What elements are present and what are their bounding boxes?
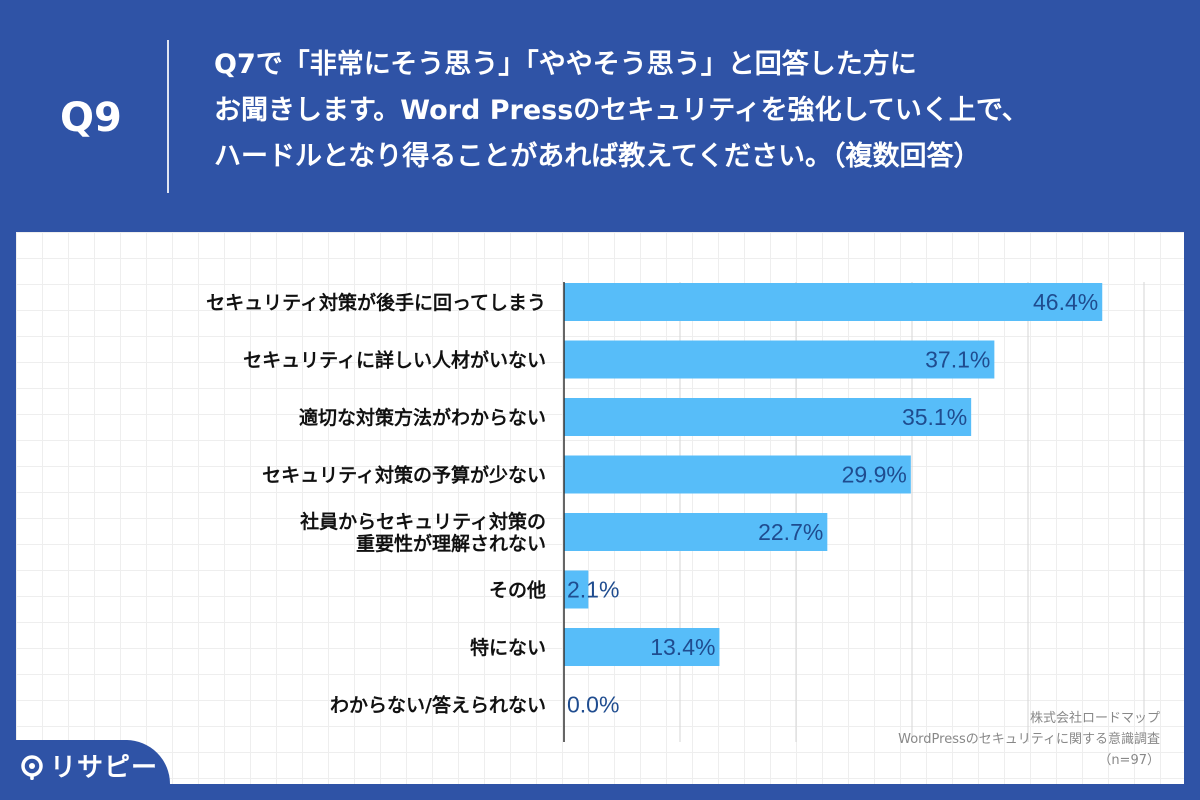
source-company: 株式会社ロードマップ — [1029, 711, 1160, 726]
logo-text: リサピー — [50, 753, 159, 783]
bar — [564, 570, 589, 609]
bar — [564, 628, 720, 666]
bar — [564, 398, 972, 436]
category-label: セキュリティ対策が後手に回ってしまう — [206, 291, 546, 314]
bar — [564, 340, 995, 379]
category-label: 重要性が理解されない — [356, 532, 546, 555]
source-note: 株式会社ロードマップ WordPressのセキュリティに関する意識調査 （n=9… — [898, 708, 1160, 771]
value-label: 37.1% — [925, 347, 990, 373]
header-divider — [167, 40, 169, 193]
source-sample: （n=97） — [1098, 753, 1160, 768]
question-line: お聞きします。Word Pressのセキュリティを強化していく上で、 — [214, 95, 1029, 126]
bar — [564, 283, 1103, 321]
value-label: 46.4% — [1033, 289, 1098, 315]
category-label: その他 — [489, 579, 546, 602]
category-label: 適切な対策方法がわからない — [299, 406, 546, 429]
value-label: 2.1% — [567, 577, 619, 603]
pin-icon — [21, 755, 43, 780]
bar-chart: 46.4% セキュリティ対策が後手に回ってしまう 37.1% セキュリティに詳しい人材… — [206, 282, 1145, 742]
value-label: 0.0% — [567, 692, 619, 718]
category-label: わからない/答えられない — [330, 694, 546, 717]
bar — [564, 455, 911, 494]
question-text: Q7で「非常にそう思う」「ややそう思う」と回答した方に お聞きします。Word … — [214, 42, 1174, 180]
source-survey: WordPressのセキュリティに関する意識調査 — [898, 732, 1160, 747]
category-label: セキュリティに詳しい人材がいない — [243, 349, 546, 372]
category-label: 特にない — [470, 637, 546, 659]
question-line: Q7で「非常にそう思う」「ややそう思う」と回答した方に — [214, 49, 917, 80]
value-label: 13.4% — [650, 634, 715, 660]
value-label: 35.1% — [902, 404, 967, 430]
value-label: 22.7% — [758, 519, 823, 545]
bar — [564, 513, 828, 551]
category-label: 社員からセキュリティ対策の — [299, 510, 546, 533]
header: Q9 Q7で「非常にそう思う」「ややそう思う」と回答した方に お聞きします。Wo… — [0, 0, 1200, 232]
logo-tab — [0, 740, 170, 800]
category-label: セキュリティ対策の予算が少ない — [262, 464, 546, 487]
value-label: 29.9% — [842, 462, 907, 488]
question-number: Q9 — [60, 95, 122, 141]
question-line: ハードルとなり得ることがあれば教えてください。（複数回答） — [214, 141, 981, 172]
chart-panel: 46.4% セキュリティ対策が後手に回ってしまう 37.1% セキュリティに詳しい人材… — [16, 232, 1184, 784]
